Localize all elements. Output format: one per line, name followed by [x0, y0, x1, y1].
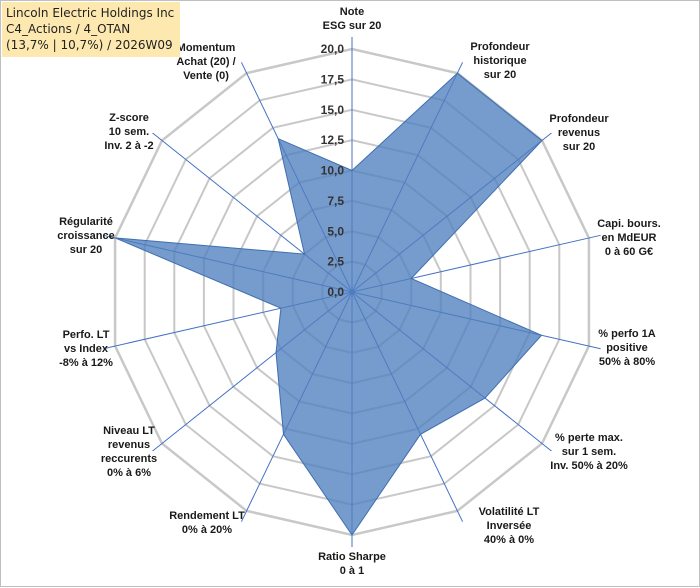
axis-label-line: revenus [557, 127, 601, 139]
axis-label-line: positive [606, 342, 648, 354]
data-point [283, 433, 285, 435]
axis-label-line: Ratio Sharpe [318, 551, 386, 563]
axis-label-line: Achat (20) / [176, 56, 236, 68]
axis-label: Profondeur historique sur 20 [470, 40, 529, 82]
axis-label: % perfo 1A positive 50% à 80% [598, 327, 655, 369]
title-line-category: C4_Actions / 4_OTAN [6, 22, 131, 36]
data-point [410, 278, 412, 280]
axis-label-line: 0 à 60 G€ [604, 246, 654, 258]
axis-label-line: Inversée [486, 520, 532, 532]
axis-label: Rendement LT 0% à 20% [169, 509, 245, 537]
axis-label-line: 0% à 6% [106, 467, 152, 479]
title-line-stats: (13,7% | 10,7%) / 2026W09 [6, 38, 173, 52]
axis-label: Z-score 10 sem. Inv. 2 à -2 [104, 111, 153, 153]
axis-label-line: Vente (0) [183, 70, 229, 82]
data-point [304, 253, 306, 255]
axis-label: Profondeur revenus sur 20 [549, 112, 608, 154]
tick-label: 20,0 [321, 42, 345, 56]
axis-label-line: sur 20 [69, 244, 103, 256]
axis-label-line: Inv. 50% à 20% [550, 460, 628, 472]
title-line-company: Lincoln Electric Holdings Inc [6, 6, 175, 20]
axis-label-line: Rendement LT [169, 510, 245, 522]
tick-label: 17,5 [321, 72, 345, 86]
axis-label-line: vs Index [63, 343, 109, 355]
axis-label-line: sur 20 [483, 69, 517, 81]
axis-label-line: Profondeur [470, 41, 530, 53]
data-point [420, 433, 422, 435]
axis-label-line: Volatilité LT [478, 506, 540, 518]
axis-label-line: reccurents [100, 453, 158, 465]
axis-label-line: Niveau LT [103, 425, 155, 437]
tick-label: 2,5 [327, 255, 344, 269]
data-point [277, 138, 279, 140]
axis-label-line: Momentum [176, 42, 236, 54]
tick-label: 10,0 [321, 164, 345, 178]
axis-label-line: % perfo 1A [598, 328, 656, 340]
axis-label: Capi. bours. en MdEUR 0 à 60 G€ [597, 217, 661, 259]
axis-label-line: 0% à 20% [181, 524, 233, 536]
axis-label: Momentum Achat (20) / Vente (0) [176, 41, 235, 83]
axis-label: Perfo. LT vs Index -8% à 12% [59, 328, 113, 370]
axis-label-line: 0 à 1 [339, 565, 365, 577]
data-point [541, 334, 543, 336]
data-point [456, 72, 458, 74]
tick-label: 15,0 [321, 103, 345, 117]
axis-label-line: sur 1 sem. [561, 446, 617, 458]
data-point [275, 352, 277, 354]
tick-label: 7,5 [327, 194, 344, 208]
axis-label: Ratio Sharpe 0 à 1 [318, 550, 386, 578]
data-point [280, 307, 282, 309]
axis-label: Volatilité LT Inversée 40% à 0% [479, 505, 540, 547]
axis-label: Note ESG sur 20 [323, 5, 382, 33]
axis-label-line: 50% à 80% [598, 356, 656, 368]
axis-label-line: Capi. bours. [597, 218, 661, 230]
axis-label-line: -8% à 12% [59, 357, 113, 369]
tick-label: 0,0 [327, 285, 344, 299]
tick-label: 12,5 [321, 133, 345, 147]
axis-label-line: 40% à 0% [483, 534, 535, 546]
axis-label: % perte max. sur 1 sem. Inv. 50% à 20% [550, 431, 627, 473]
data-point [351, 534, 353, 536]
chart-title-box: Lincoln Electric Holdings Inc C4_Actions… [2, 2, 181, 57]
axis-label-line: Note [339, 6, 365, 18]
data-series-area [114, 72, 543, 536]
axis-label-line: Perfo. LT [62, 329, 110, 341]
axis-label-line: Z-score [109, 112, 149, 124]
axis-label-line: ESG sur 20 [322, 20, 382, 32]
axis-label-line: Profondeur [549, 113, 609, 125]
tick-label: 5,0 [327, 224, 344, 238]
axis-label-line: 10 sem. [108, 126, 150, 138]
axis-label-line: sur 20 [562, 141, 596, 153]
axis-label-line: revenus [107, 439, 151, 451]
data-point [351, 170, 353, 172]
data-point [541, 140, 543, 142]
axis-label-line: Régularité [59, 216, 113, 228]
axis-label-line: en MdEUR [601, 232, 657, 244]
axis-label-line: % perte max. [555, 432, 623, 444]
data-point [484, 397, 486, 399]
axis-label: Régularité croissance sur 20 [57, 215, 114, 257]
axis-label: Niveau LT revenus reccurents 0% à 6% [101, 424, 157, 480]
axis-label-line: Inv. 2 à -2 [104, 140, 154, 152]
axis-label-line: historique [473, 55, 527, 67]
axis-label-line: croissance [57, 230, 115, 242]
